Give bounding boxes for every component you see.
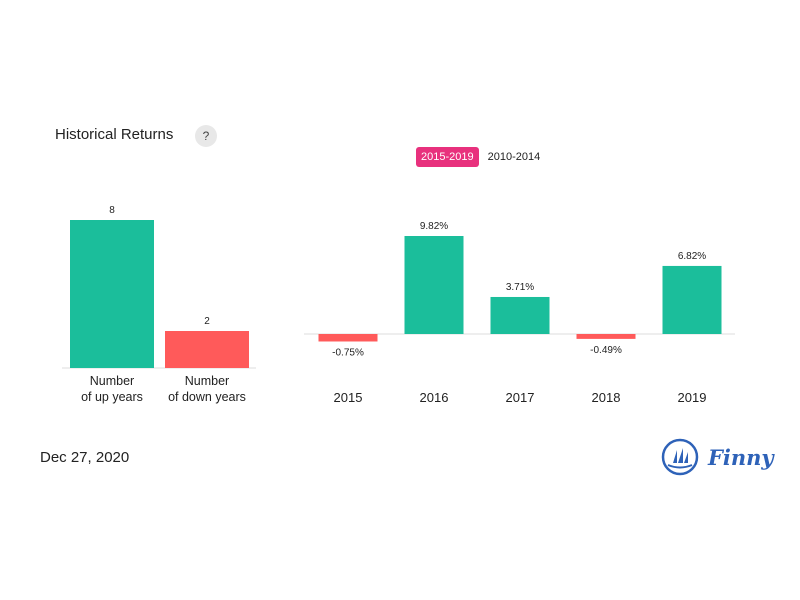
value-label-2017: 3.71% bbox=[506, 282, 534, 293]
value-label-2016: 9.82% bbox=[420, 221, 448, 232]
help-icon[interactable]: ? bbox=[195, 125, 217, 147]
category-label-1-1: of down years bbox=[168, 390, 246, 404]
category-label-0-1: of up years bbox=[81, 390, 143, 404]
as-of-date: Dec 27, 2020 bbox=[40, 449, 130, 466]
year-label-2018: 2018 bbox=[592, 390, 621, 405]
bar-2019 bbox=[662, 265, 722, 334]
bar-2018 bbox=[576, 334, 636, 339]
period-tabs: 2015-2019 2010-2014 bbox=[416, 147, 549, 167]
value-label-2015: -0.75% bbox=[332, 347, 364, 358]
category-label-0-0: Number bbox=[90, 374, 134, 388]
brand-name: Finny bbox=[708, 445, 774, 470]
bar-2015 bbox=[318, 334, 378, 342]
category-label-1-0: Number bbox=[185, 374, 229, 388]
value-label-0: 8 bbox=[109, 205, 115, 216]
bar-2016 bbox=[404, 236, 464, 334]
value-label-2018: -0.49% bbox=[590, 345, 622, 356]
value-label-1: 2 bbox=[204, 316, 210, 327]
tab-2015-2019[interactable]: 2015-2019 bbox=[416, 147, 479, 167]
year-label-2019: 2019 bbox=[678, 390, 707, 405]
tab-2010-2014[interactable]: 2010-2014 bbox=[487, 151, 541, 163]
year-label-2017: 2017 bbox=[506, 390, 535, 405]
bar-1 bbox=[165, 331, 249, 368]
bar-0 bbox=[70, 220, 154, 368]
chart-title: Historical Returns bbox=[55, 126, 174, 143]
value-label-2019: 6.82% bbox=[678, 251, 706, 262]
year-label-2015: 2015 bbox=[334, 390, 363, 405]
year-label-2016: 2016 bbox=[420, 390, 449, 405]
sailboat-icon bbox=[661, 438, 699, 476]
finny-logo[interactable]: Finny bbox=[660, 437, 774, 479]
bar-2017 bbox=[490, 296, 550, 334]
